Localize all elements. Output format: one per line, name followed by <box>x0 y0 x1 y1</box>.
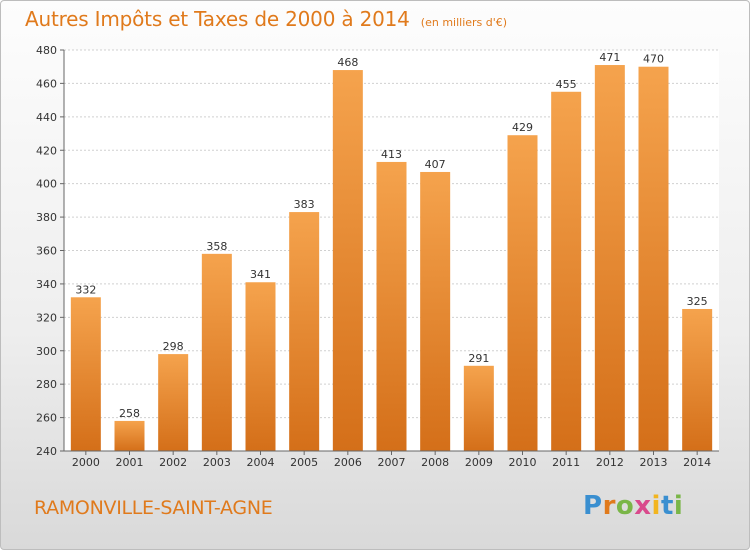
bar <box>507 135 538 451</box>
bar-value-label: 341 <box>250 268 271 281</box>
bars: 332 258 298 358 341 383 468 413 407 291 429 455 471 4… <box>70 51 713 452</box>
bar <box>289 212 320 451</box>
y-tick-label: 340 <box>36 278 57 291</box>
bar-value-label: 468 <box>337 56 358 69</box>
bar <box>420 171 451 452</box>
bar-value-label: 413 <box>381 148 402 161</box>
bar <box>682 308 713 451</box>
bar <box>158 354 189 451</box>
y-tick-label: 420 <box>36 144 57 157</box>
bar <box>245 282 276 451</box>
proxiti-logo: Proxiti <box>583 491 683 521</box>
y-tick-label: 400 <box>36 178 57 191</box>
x-tick-label: 2005 <box>290 456 318 469</box>
bar-value-label: 470 <box>643 53 664 66</box>
chart-title: Autres Impôts et Taxes de 2000 à 2014 <box>25 7 410 31</box>
x-tick-label: 2006 <box>334 456 362 469</box>
x-tick-label: 2011 <box>552 456 580 469</box>
y-tick-label: 320 <box>36 311 57 324</box>
bar <box>70 297 101 451</box>
bar-value-label: 383 <box>294 198 315 211</box>
y-tick-label: 360 <box>36 245 57 258</box>
x-tick-label: 2013 <box>640 456 668 469</box>
bar <box>551 91 582 451</box>
y-tick-label: 380 <box>36 211 57 224</box>
bar <box>463 365 494 451</box>
bar <box>638 66 669 451</box>
x-tick-label: 2008 <box>421 456 449 469</box>
y-tick-label: 240 <box>36 445 57 458</box>
x-tick-label: 2012 <box>596 456 624 469</box>
x-tick-label: 2000 <box>72 456 100 469</box>
logo-letter: t <box>660 491 674 521</box>
logo-letter: o <box>615 491 635 521</box>
bar-value-label: 325 <box>687 295 708 308</box>
bar-value-label: 258 <box>119 407 140 420</box>
chart-unit: (en milliers d'€) <box>420 16 508 29</box>
logo-letter: x <box>634 491 652 521</box>
y-tick-label: 440 <box>36 111 57 124</box>
x-tick-label: 2010 <box>509 456 537 469</box>
bar <box>332 70 363 452</box>
x-tick-label: 2007 <box>378 456 406 469</box>
y-tick-label: 260 <box>36 412 57 425</box>
bar <box>594 65 625 451</box>
logo-letter: r <box>602 491 616 521</box>
x-tick-label: 2004 <box>247 456 275 469</box>
logo-letter: P <box>583 491 603 521</box>
bar-value-label: 471 <box>599 51 620 64</box>
bar-value-label: 291 <box>468 352 489 365</box>
bar <box>114 420 145 451</box>
bar-value-label: 407 <box>425 158 446 171</box>
x-tick-label: 2014 <box>683 456 711 469</box>
x-tick-label: 2003 <box>203 456 231 469</box>
x-tick-label: 2002 <box>159 456 187 469</box>
bar <box>376 161 407 451</box>
bar <box>201 253 232 451</box>
y-axis: 240 260 280 300 320 340 360 380 400 420 440 460 480 <box>36 44 65 458</box>
logo-letter: i <box>673 491 684 521</box>
place-name: RAMONVILLE-SAINT-AGNE <box>34 497 273 519</box>
bar-value-label: 455 <box>556 78 577 91</box>
logo-letter: i <box>651 491 661 521</box>
bar-value-label: 298 <box>163 340 184 353</box>
y-tick-label: 280 <box>36 378 57 391</box>
bar-value-label: 429 <box>512 121 533 134</box>
x-tick-label: 2009 <box>465 456 493 469</box>
bar-value-label: 358 <box>206 240 227 253</box>
x-tick-label: 2001 <box>116 456 144 469</box>
title-row: Autres Impôts et Taxes de 2000 à 2014 (e… <box>25 7 507 31</box>
bar-value-label: 332 <box>75 283 96 296</box>
x-axis: 2000 2001 2002 2003 2004 2005 2006 2007 2008 2009… <box>64 450 719 469</box>
y-tick-label: 300 <box>36 345 57 358</box>
y-tick-label: 480 <box>36 44 57 57</box>
y-tick-label: 460 <box>36 77 57 90</box>
